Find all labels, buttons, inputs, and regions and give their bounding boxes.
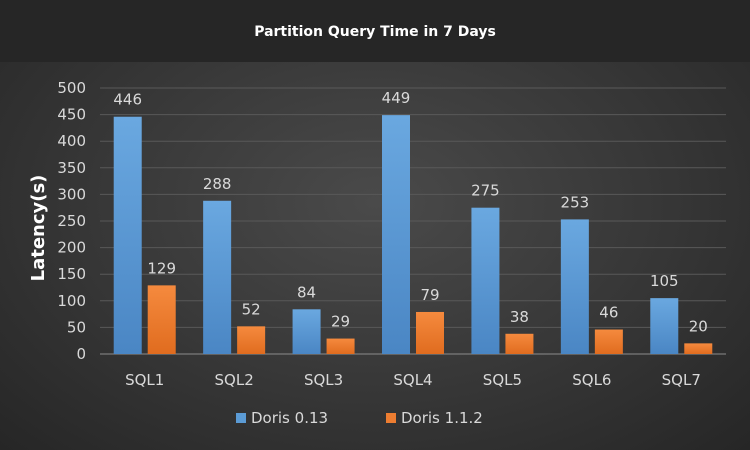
legend-label: Doris 1.1.2: [401, 409, 483, 427]
bar-sql4-series-1: [382, 115, 410, 354]
bar-sql4-series-2: [416, 312, 444, 354]
legend-swatch: [236, 413, 246, 423]
legend-swatch: [386, 413, 396, 423]
data-label: 275: [471, 182, 500, 200]
bar-sql2-series-1: [203, 201, 231, 354]
y-tick-label: 350: [57, 159, 86, 177]
data-label: 38: [510, 308, 529, 326]
y-tick-label: 500: [57, 79, 86, 97]
x-tick-label: SQL3: [304, 371, 343, 389]
y-axis-label: Latency(s): [28, 175, 49, 282]
data-label: 84: [297, 283, 316, 301]
legend: Doris 0.13 Doris 1.1.2: [236, 409, 483, 427]
x-tick-label: SQL2: [215, 371, 254, 389]
y-tick-label: 250: [57, 212, 86, 230]
data-label: 288: [203, 175, 232, 193]
bar-sql6-series-2: [595, 330, 623, 354]
legend-label: Doris 0.13: [251, 409, 328, 427]
data-labels: 446 129 288 52 84 29 449 79 275 38 253 46 105 20: [113, 89, 707, 335]
y-tick-label: 150: [57, 265, 86, 283]
x-tick-label: SQL4: [393, 371, 432, 389]
x-tick-label: SQL7: [662, 371, 701, 389]
data-label: 20: [689, 317, 708, 335]
gridlines: [100, 88, 726, 354]
bar-sql7-series-1: [650, 298, 678, 354]
bar-sql2-series-2: [237, 326, 265, 354]
data-label: 79: [420, 286, 439, 304]
data-label: 253: [561, 193, 590, 211]
bar-sql1-series-2: [148, 285, 176, 354]
y-axis-ticks: 0 50 100 150 200 250 300 350 400 450 500: [57, 79, 86, 363]
x-axis-ticks: SQL1 SQL2 SQL3 SQL4 SQL5 SQL6 SQL7: [125, 371, 701, 389]
bar-sql1-series-1: [114, 117, 142, 354]
data-label: 129: [147, 259, 176, 277]
x-tick-label: SQL5: [483, 371, 522, 389]
y-tick-label: 300: [57, 185, 86, 203]
bar-sql3-series-2: [327, 339, 355, 354]
y-tick-label: 200: [57, 239, 86, 257]
x-tick-label: SQL1: [125, 371, 164, 389]
bar-sql5-series-2: [505, 334, 533, 354]
bar-sql3-series-1: [293, 309, 321, 354]
data-label: 105: [650, 272, 679, 290]
bars: [114, 115, 713, 354]
y-tick-label: 100: [57, 292, 86, 310]
bar-sql6-series-1: [561, 219, 589, 354]
y-tick-label: 0: [76, 345, 86, 363]
data-label: 449: [382, 89, 411, 107]
bar-sql7-series-2: [684, 343, 712, 354]
data-label: 52: [242, 300, 261, 318]
data-label: 46: [599, 304, 618, 322]
data-label: 29: [331, 313, 350, 331]
y-tick-label: 50: [67, 318, 86, 336]
data-label: 446: [113, 91, 142, 109]
y-tick-label: 400: [57, 132, 86, 150]
bar-sql5-series-1: [471, 208, 499, 354]
x-tick-label: SQL6: [572, 371, 611, 389]
y-tick-label: 450: [57, 106, 86, 124]
